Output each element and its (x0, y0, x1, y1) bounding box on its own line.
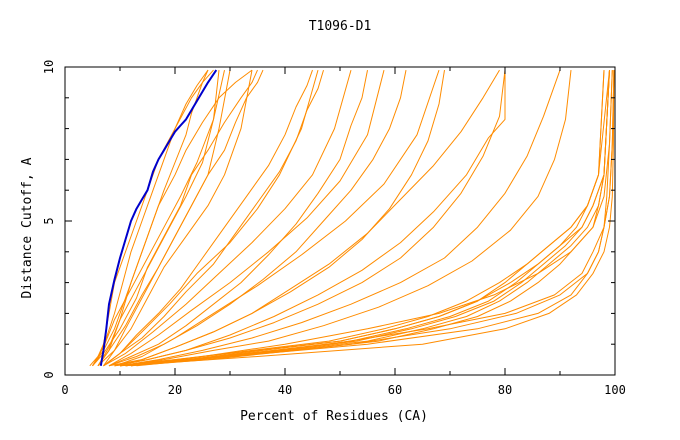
model-line-24 (119, 70, 615, 367)
x-tick-label: 60 (388, 383, 402, 397)
model-line-19 (114, 70, 610, 367)
model-line-27 (130, 70, 613, 367)
x-tick-label: 40 (278, 383, 292, 397)
model-line-22 (119, 70, 610, 367)
y-tick-label: 0 (42, 371, 56, 378)
model-line-16 (114, 70, 506, 367)
chart-title: T1096-D1 (309, 19, 372, 34)
y-axis-label: Distance Cutoff, A (20, 157, 35, 298)
model-line-32 (108, 69, 385, 367)
model-line-2 (89, 69, 209, 367)
model-line-10 (108, 70, 407, 367)
model-line-28 (136, 70, 615, 367)
model-line-14 (119, 70, 572, 367)
model-line-35 (92, 69, 225, 367)
plot-area (89, 69, 615, 367)
model-line-15 (108, 69, 500, 367)
x-tick-label: 20 (168, 383, 182, 397)
model-line-3 (92, 69, 253, 367)
model-line-26 (125, 70, 613, 367)
highlight-line (99, 69, 218, 366)
model-line-29 (103, 70, 231, 367)
model-line-13 (119, 69, 561, 367)
model-line-30 (97, 70, 253, 367)
model-line-7 (103, 69, 313, 367)
axes: 0 20 40 60 80 100 0 5 10 (42, 60, 626, 397)
model-line-36 (103, 69, 352, 367)
x-tick-label: 100 (604, 383, 626, 397)
x-tick-label: 80 (498, 383, 512, 397)
model-line-23 (125, 70, 610, 367)
model-line-33 (114, 69, 440, 367)
x-axis-label: Percent of Residues (CA) (240, 409, 428, 424)
x-tick-label: 0 (61, 383, 68, 397)
model-line-12 (114, 70, 506, 367)
plot-frame (64, 66, 616, 376)
y-tick-label: 5 (42, 217, 56, 224)
model-line-34 (97, 70, 220, 367)
model-line-20 (125, 70, 610, 367)
model-line-6 (97, 69, 264, 367)
model-line-9 (108, 70, 368, 367)
model-line-31 (103, 69, 319, 367)
y-tick-label: 10 (42, 60, 56, 74)
model-line-17 (119, 70, 605, 367)
model-line-4 (92, 69, 258, 367)
model-line-18 (119, 70, 605, 367)
model-line-8 (103, 69, 324, 367)
